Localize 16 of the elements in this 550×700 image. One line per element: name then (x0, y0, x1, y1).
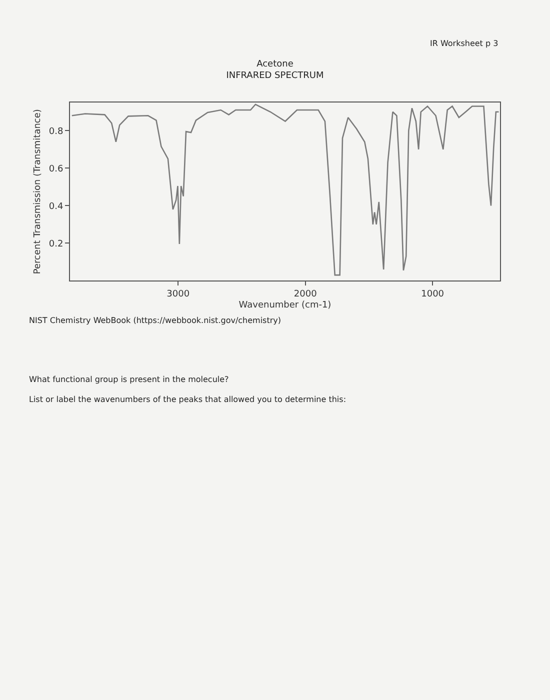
text: What functional group is present in the molecule? (29, 375, 229, 384)
text: IR Worksheet p 3 (430, 39, 498, 48)
y-tick-label: 0.8 (48, 126, 64, 137)
y-tick-label: 0.6 (48, 164, 64, 174)
y-tick-label: 0.2 (48, 239, 64, 250)
x-tick-label: 1000 (421, 290, 444, 300)
x-axis-title: Wavenumber (cm-1) (238, 300, 332, 310)
chart-title: Acetone (256, 60, 294, 70)
y-tick-label: 0.4 (48, 202, 64, 212)
text: NIST Chemistry WebBook (https://webbook.nist.gov/chemistry) (29, 316, 281, 325)
y-axis-title: Percent Transmission (Transmitance) (33, 109, 44, 274)
chart-subtitle: INFRARED SPECTRUM (226, 71, 324, 82)
x-tick-label: 3000 (166, 290, 190, 300)
x-tick-label: 2000 (294, 290, 318, 300)
text: List or label the wavenumbers of the peaks that allowed you to determine this: (29, 395, 346, 404)
line-series (71, 104, 500, 276)
